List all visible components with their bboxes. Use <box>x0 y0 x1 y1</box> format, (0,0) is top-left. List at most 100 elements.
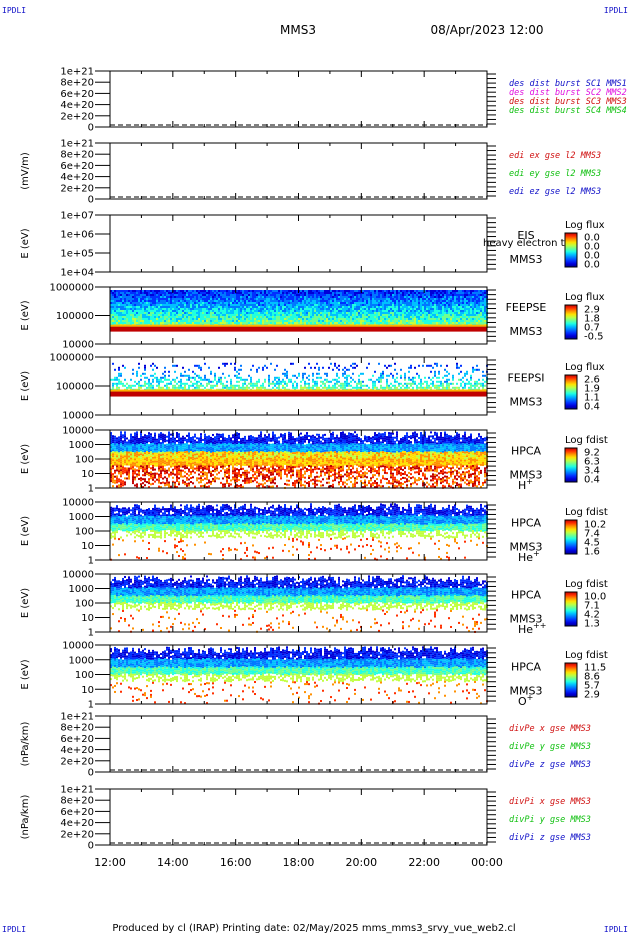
panel-10-legend-item: divPe y gse MMS3 <box>509 742 591 752</box>
panel-11-ytick: 4e+20 <box>60 818 94 829</box>
panel-3-ytick: 1e+07 <box>60 211 94 222</box>
panel-10-legend-item: divPe x gse MMS3 <box>509 724 591 734</box>
panel-6-instrument: HPCA <box>511 445 542 458</box>
panel-8-species: He++ <box>518 621 546 636</box>
panel-7-ytick: 10000 <box>62 498 94 509</box>
panel-4-colorbar-tick: 2.9 <box>584 305 600 316</box>
panel-7-colorbar-tick: 4.5 <box>584 538 600 549</box>
panel-8-heatmap <box>110 575 488 633</box>
corner-label-bottom-right: IPDLI <box>604 925 628 934</box>
panel-7-ytick: 100 <box>75 527 94 538</box>
panel-6-species: H+ <box>518 477 533 492</box>
panel-1-ytick: 1e+21 <box>60 67 94 78</box>
panel-11-legend-item: divPi y gse MMS3 <box>509 815 591 825</box>
footer-info: Produced by cl (IRAP) Printing date: 02/… <box>112 923 515 934</box>
panel-8-ytick: 100 <box>75 599 94 610</box>
panel-4-colorbar-tick: 1.8 <box>584 314 600 325</box>
panel-7-species: He+ <box>518 549 540 564</box>
panel-11-legend-item: divPi x gse MMS3 <box>509 797 591 807</box>
panel-4-ytick: 1000000 <box>49 283 94 294</box>
panel-3-colorbar-tick: 0.0 <box>584 233 600 244</box>
panel-9-instrument: HPCA <box>511 660 542 673</box>
panel-2-ytick: 2e+20 <box>60 183 94 194</box>
panel-7-colorbar-tick: 7.4 <box>584 529 600 540</box>
panel-2-ytick: 4e+20 <box>60 172 94 183</box>
panel-7-spacecraft: MMS3 <box>510 541 543 554</box>
time-tick-label: 22:00 <box>408 856 440 869</box>
panel-7-ytick: 10 <box>81 541 94 552</box>
panel-8-ytick: 1000 <box>69 584 94 595</box>
panel-8-colorbar-tick: 7.1 <box>584 601 600 612</box>
panel-1-legend-item: des dist burst SC3 MMS3 <box>509 97 627 107</box>
panel-6-spacecraft: MMS3 <box>510 469 543 482</box>
panel-9-colorbar-tick: 5.7 <box>584 681 600 692</box>
panel-7-instrument: HPCA <box>511 517 542 530</box>
plot-header-datetime: 08/Apr/2023 12:00 <box>430 23 543 37</box>
panel-10-ytick: 0 <box>88 768 94 779</box>
panel-10-ytick: 8e+20 <box>60 723 94 734</box>
panel-10-ylabel: (nPa/km) <box>20 722 31 767</box>
panel-8-colorbar-title: Log fdist <box>565 579 608 590</box>
panel-4-red-band <box>110 326 487 332</box>
panel-3-colorbar-tick: 0.0 <box>584 242 600 253</box>
panel-5-red-band <box>110 391 487 397</box>
panel-6-colorbar-tick: 9.2 <box>584 448 600 459</box>
panel-7-colorbar <box>564 519 578 555</box>
panel-10-frame <box>109 715 488 773</box>
panel-3-instrument: EIS <box>517 229 534 242</box>
panel-8-ylabel: E (eV) <box>20 588 31 618</box>
panel-5-instrument: FEEPSI <box>507 372 544 385</box>
panel-6-ytick: 100 <box>75 455 94 466</box>
panel-6-colorbar-tick: 6.3 <box>584 457 600 468</box>
panel-9-species: O+ <box>518 693 533 708</box>
panel-9-colorbar-tick: 2.9 <box>584 690 600 701</box>
panel-9-spacecraft: MMS3 <box>510 684 543 697</box>
panel-9-ytick: 10 <box>81 685 94 696</box>
panel-7-ytick: 1000 <box>69 512 94 523</box>
panel-3-ylabel: E (eV) <box>20 228 31 258</box>
panel-3: E (eV) 1e+07 1e+06 1e+05 1e+04 EIS MMS3 heavy e… <box>20 211 605 279</box>
plot-header-mission: MMS3 <box>280 23 316 37</box>
panel-6-ytick: 10000 <box>62 426 94 437</box>
panel-10-ytick: 4e+20 <box>60 745 94 756</box>
panel-8-ytick: 10 <box>81 613 94 624</box>
panel-9-ytick: 10000 <box>62 641 94 652</box>
panel-9-ylabel: E (eV) <box>20 659 31 689</box>
panel-9-ytick: 100 <box>75 670 94 681</box>
panel-3-ytick: 1e+05 <box>60 249 94 260</box>
panel-7-ylabel: E (eV) <box>20 516 31 546</box>
panel-11-frame <box>109 788 488 846</box>
panel-10-legend-item: divPe z gse MMS3 <box>509 760 591 770</box>
panel-4-colorbar <box>564 304 578 340</box>
panel-1-legend-item: des dist burst SC1 MMS1 <box>509 79 627 89</box>
panel-4-ytick: 10000 <box>62 340 94 351</box>
panel-3-ytick: 1e+06 <box>60 230 94 241</box>
panel-6-ytick: 1000 <box>69 440 94 451</box>
panel-11-legend-item: divPi z gse MMS3 <box>509 833 591 843</box>
panel-3-colorbar-tick: 0.0 <box>584 260 600 271</box>
panel-4-instrument: FEEPSE <box>506 301 547 314</box>
panel-10-ytick: 2e+20 <box>60 756 94 767</box>
panel-3-colorbar-tick: 0.0 <box>584 251 600 262</box>
panel-1-ytick: 2e+20 <box>60 111 94 122</box>
panel-11-ytick: 2e+20 <box>60 829 94 840</box>
panel-7-ytick: 1 <box>88 556 94 567</box>
panel-8-instrument: HPCA <box>511 589 542 602</box>
time-tick-label: 16:00 <box>220 856 252 869</box>
panel-5-colorbar <box>564 374 578 410</box>
panel-2-frame <box>109 142 488 200</box>
panel-5-ylabel: E (eV) <box>20 371 31 401</box>
panel-10-ytick: 6e+20 <box>60 734 94 745</box>
panel-2-ytick: 6e+20 <box>60 161 94 172</box>
time-tick-label: 14:00 <box>157 856 189 869</box>
panel-5-colorbar-tick: 1.1 <box>584 393 600 404</box>
time-tick-label: 18:00 <box>283 856 315 869</box>
panel-6-ytick: 1 <box>88 484 94 495</box>
panel-5-heatmap <box>110 362 488 397</box>
panel-11-ylabel: (nPa/km) <box>20 795 31 840</box>
panel-9-heatmap <box>110 646 488 705</box>
panel-6-heatmap <box>110 431 488 489</box>
panel-2-ylabel: (mV/m) <box>20 152 31 190</box>
